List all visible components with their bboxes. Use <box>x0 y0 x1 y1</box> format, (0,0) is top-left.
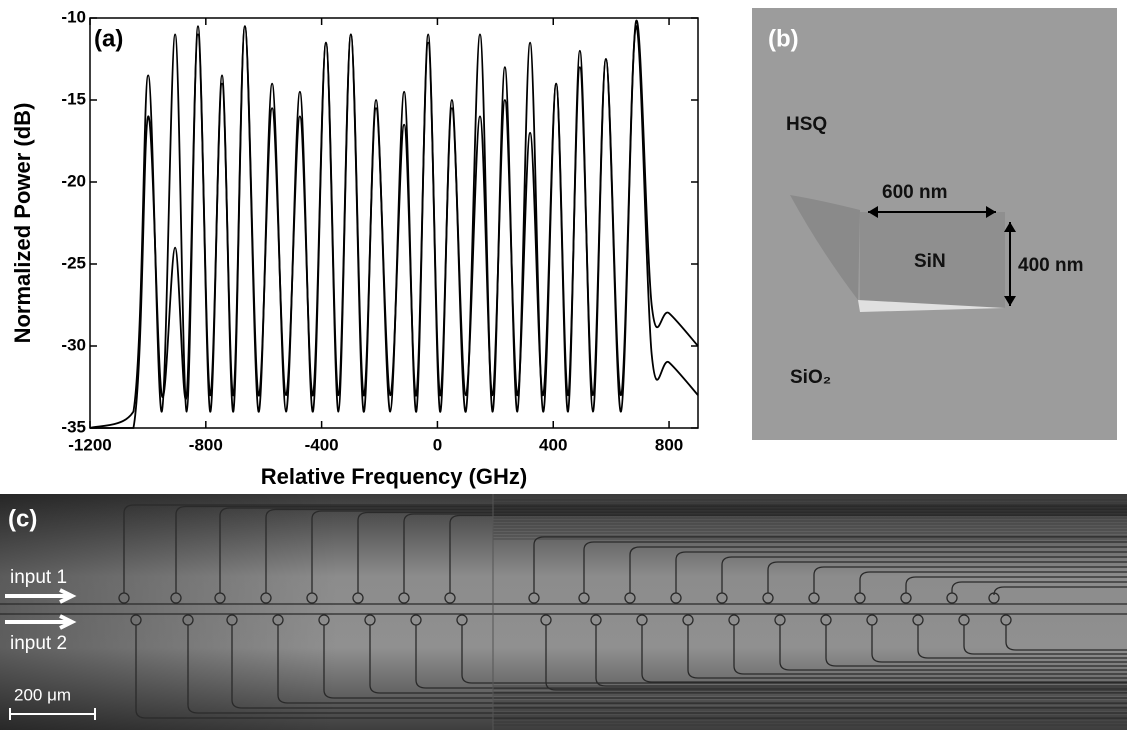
drop-waveguide <box>963 625 1127 655</box>
drop-waveguide <box>323 625 1127 699</box>
drop-waveguide <box>461 625 1127 684</box>
drop-waveguide <box>675 551 1127 593</box>
panel-label: (c) <box>8 505 37 532</box>
drop-waveguide <box>1005 625 1127 651</box>
input-label: input 2 <box>10 633 67 654</box>
panel-b: (b) HSQ 600 nm SiN 400 nm SiO₂ <box>752 8 1117 440</box>
plot-frame <box>89 17 699 429</box>
x-tick-label: 0 <box>433 435 442 454</box>
y-tick-label: -25 <box>61 253 86 272</box>
drop-waveguide <box>403 513 1127 593</box>
x-tick-label: -400 <box>305 435 339 454</box>
x-tick-label: 400 <box>539 435 567 454</box>
y-tick-label: -30 <box>61 335 86 354</box>
drop-waveguide <box>231 625 1127 709</box>
drop-waveguide <box>813 566 1127 593</box>
drop-waveguide <box>219 507 1127 593</box>
material-label: HSQ <box>786 114 827 135</box>
hsq-edge <box>790 195 860 300</box>
x-tick-label: -1200 <box>68 435 111 454</box>
material-label: SiO₂ <box>790 367 831 388</box>
input-arrow <box>5 614 77 630</box>
drop-waveguide <box>545 625 1127 691</box>
waveguides <box>0 499 1127 726</box>
drop-waveguide <box>369 625 1127 694</box>
drop-waveguide <box>825 625 1127 667</box>
drop-waveguide <box>871 625 1127 663</box>
y-tick-label: -10 <box>61 7 86 26</box>
drop-waveguide <box>357 511 1127 593</box>
drop-waveguide <box>277 625 1127 704</box>
drop-waveguide <box>123 504 1127 593</box>
material-label: SiN <box>914 251 946 272</box>
drop-waveguide <box>187 625 1127 714</box>
drop-waveguide <box>311 510 1127 593</box>
panel-label: (a) <box>94 25 123 52</box>
drop-waveguide <box>415 625 1127 689</box>
panel-c: (c) input 1 input 2 200 μm <box>0 494 1127 730</box>
y-axis-label: Normalized Power (dB) <box>10 103 35 344</box>
drop-waveguide <box>905 576 1127 593</box>
drop-waveguide <box>721 556 1127 593</box>
scale-bar-label: 200 μm <box>14 685 71 704</box>
bus-waveguide <box>0 603 1127 615</box>
shading <box>0 494 1127 730</box>
dimension-label: 600 nm <box>882 182 947 203</box>
y-tick-label: -15 <box>61 89 86 108</box>
input-arrow <box>5 588 77 604</box>
x-axis-label: Relative Frequency (GHz) <box>261 464 528 489</box>
drop-waveguide <box>583 541 1127 593</box>
x-tick-label: 800 <box>655 435 683 454</box>
y-tick-label: -35 <box>61 417 86 436</box>
drop-waveguide <box>629 546 1127 593</box>
drop-waveguide <box>733 625 1127 675</box>
dimension-label: 400 nm <box>1018 255 1083 276</box>
drop-waveguide <box>917 625 1127 659</box>
drop-waveguide <box>265 508 1127 593</box>
core-edge <box>858 300 1005 312</box>
drop-waveguide <box>951 581 1127 593</box>
arrow-heads <box>1004 222 1016 306</box>
drop-waveguide <box>779 625 1127 671</box>
drop-waveguide <box>767 561 1127 593</box>
drop-waveguide <box>449 514 1127 593</box>
y-tick-label: -20 <box>61 171 86 190</box>
drop-waveguide <box>135 625 1127 719</box>
drop-waveguide <box>175 505 1127 593</box>
panel-a: (a) Relative Frequency (GHz) Normalized … <box>10 7 699 489</box>
drop-waveguide <box>859 571 1127 593</box>
panel-label: (b) <box>768 25 799 52</box>
x-tick-label: -800 <box>189 435 223 454</box>
sin-core <box>860 212 1005 308</box>
drop-waveguide <box>993 586 1127 596</box>
drop-waveguide <box>687 625 1127 679</box>
spectrum-line <box>90 25 699 429</box>
drop-waveguide <box>641 625 1127 683</box>
input-label: input 1 <box>10 567 67 588</box>
